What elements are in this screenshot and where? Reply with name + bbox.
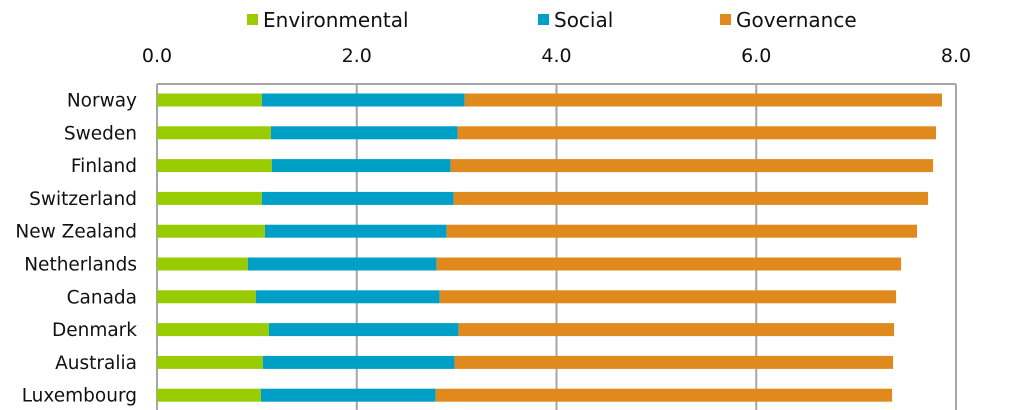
bar-environmental-luxembourg <box>157 388 261 402</box>
bar-environmental-switzerland <box>157 191 262 205</box>
legend: Environmental Social Governance <box>247 8 857 32</box>
legend-label-environmental: Environmental <box>263 8 409 32</box>
category-label: Finland <box>71 156 137 177</box>
bars <box>157 93 943 402</box>
x-tick-label: 4.0 <box>541 45 571 67</box>
bar-social-switzerland <box>261 191 454 205</box>
category-label: New Zealand <box>15 222 137 243</box>
bar-environmental-netherlands <box>157 257 248 271</box>
bar-social-sweden <box>270 126 458 140</box>
category-label: Luxembourg <box>22 386 137 407</box>
legend-swatch-governance <box>720 14 731 25</box>
bar-environmental-australia <box>157 355 263 369</box>
legend-swatch-environmental <box>247 14 258 25</box>
category-label: Australia <box>55 353 137 374</box>
bar-governance-sweden <box>457 126 937 140</box>
bar-governance-netherlands <box>436 257 902 271</box>
bar-social-norway <box>261 93 465 107</box>
bar-social-denmark <box>268 323 459 337</box>
bar-governance-finland <box>450 159 934 173</box>
x-tick-label: 8.0 <box>941 45 971 67</box>
bar-governance-norway <box>464 93 943 107</box>
bar-social-new-zealand <box>264 224 447 238</box>
bar-environmental-new-zealand <box>157 224 265 238</box>
bar-environmental-norway <box>157 93 262 107</box>
bar-social-netherlands <box>247 257 437 271</box>
bar-governance-canada <box>439 290 897 304</box>
category-label: Netherlands <box>24 255 137 276</box>
category-label: Canada <box>67 287 137 308</box>
bar-social-finland <box>271 159 451 173</box>
legend-label-social: Social <box>554 8 613 32</box>
category-label: Sweden <box>64 123 137 144</box>
category-label: Switzerland <box>29 189 137 210</box>
bar-environmental-canada <box>157 290 256 304</box>
bar-social-luxembourg <box>260 388 436 402</box>
category-label: Denmark <box>52 320 137 341</box>
legend-label-governance: Governance <box>736 8 857 32</box>
bar-environmental-denmark <box>157 323 269 337</box>
bar-governance-australia <box>454 355 894 369</box>
bar-governance-new-zealand <box>446 224 918 238</box>
x-tick-label: 2.0 <box>342 45 372 67</box>
x-axis-ticks: 0.0 2.0 4.0 6.0 8.0 <box>142 45 971 67</box>
bar-governance-switzerland <box>453 191 929 205</box>
bar-governance-luxembourg <box>435 388 893 402</box>
x-tick-label: 0.0 <box>142 45 172 67</box>
bar-governance-denmark <box>458 323 895 337</box>
bar-social-canada <box>255 290 440 304</box>
x-tick-label: 6.0 <box>741 45 771 67</box>
bar-environmental-sweden <box>157 126 271 140</box>
bar-social-australia <box>262 355 455 369</box>
legend-swatch-social <box>538 14 549 25</box>
bar-environmental-finland <box>157 159 272 173</box>
category-labels: Norway Sweden Finland Switzerland New Zealan… <box>15 91 137 407</box>
category-label: Norway <box>67 91 137 112</box>
